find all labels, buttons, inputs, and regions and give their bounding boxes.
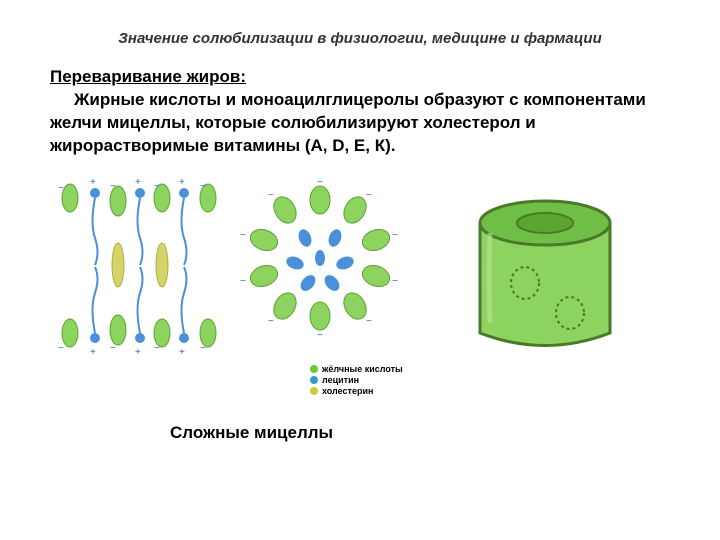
svg-text:−: −	[392, 276, 398, 287]
legend-dot-lecithin	[310, 376, 318, 384]
legend-item: лецитин	[310, 375, 403, 385]
legend-item: жёлчные кислоты	[310, 364, 403, 374]
svg-text:−: −	[110, 343, 116, 354]
svg-text:−: −	[268, 316, 274, 327]
svg-text:−: −	[154, 343, 160, 354]
legend-dot-cholesterol	[310, 387, 318, 395]
legend: жёлчные кислоты лецитин холестерин	[310, 363, 403, 397]
svg-text:−: −	[240, 276, 246, 287]
svg-text:−: −	[240, 230, 246, 241]
svg-text:−: −	[366, 190, 372, 201]
svg-text:−: −	[268, 190, 274, 201]
svg-text:+: +	[90, 177, 96, 188]
svg-text:+: +	[179, 347, 185, 358]
legend-dot-bile	[310, 365, 318, 373]
svg-text:+: +	[135, 177, 141, 188]
sphere-micelle: − − − − − − − − − −	[240, 177, 398, 341]
page-title: Значение солюбилизации в физиологии, мед…	[50, 30, 670, 47]
diagram-area: − − + + − − + + − −	[50, 173, 670, 413]
svg-text:−: −	[58, 183, 64, 194]
cylinder-micelle	[480, 201, 610, 346]
svg-text:−: −	[200, 181, 206, 192]
bilayer-group: − − + + − − + + − −	[58, 177, 216, 358]
svg-text:−: −	[58, 343, 64, 354]
body-text: Жирные кислоты и моноацилглицеролы образ…	[50, 89, 670, 158]
legend-item: холестерин	[310, 386, 403, 396]
svg-text:+: +	[90, 347, 96, 358]
svg-text:−: −	[317, 177, 323, 188]
svg-text:−: −	[110, 181, 116, 192]
legend-label: холестерин	[322, 386, 373, 396]
svg-text:+: +	[135, 347, 141, 358]
svg-text:−: −	[366, 316, 372, 327]
svg-text:−: −	[154, 181, 160, 192]
svg-text:−: −	[317, 330, 323, 341]
svg-text:−: −	[392, 230, 398, 241]
svg-text:+: +	[179, 177, 185, 188]
subtitle: Переваривание жиров:	[50, 67, 670, 87]
legend-label: жёлчные кислоты	[322, 364, 403, 374]
legend-label: лецитин	[322, 375, 359, 385]
caption: Сложные мицеллы	[170, 423, 670, 443]
svg-text:−: −	[200, 343, 206, 354]
